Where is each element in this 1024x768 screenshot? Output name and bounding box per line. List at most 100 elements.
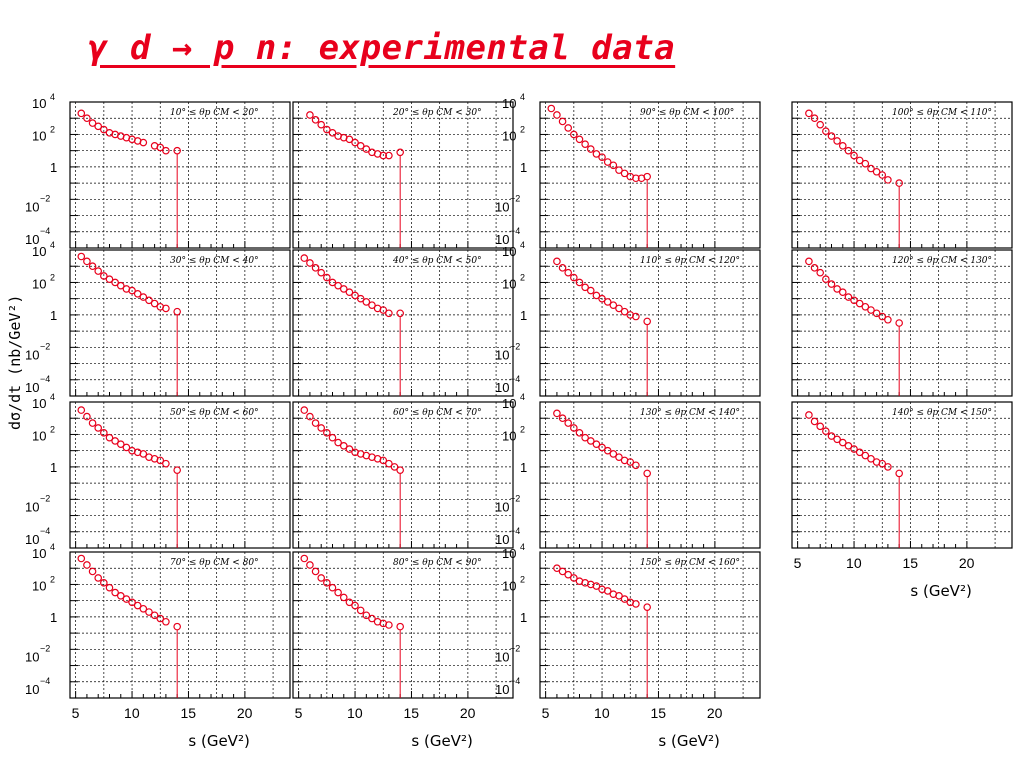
y-tick-exponent: −4: [510, 526, 520, 536]
data-point: [77, 109, 86, 118]
data-point: [570, 574, 578, 582]
y-axis-title: dσ/dt (nb/GeV²): [6, 295, 24, 430]
data-point: [855, 299, 864, 308]
data-point: [810, 417, 819, 426]
data-point: [345, 288, 354, 296]
data-point: [615, 591, 623, 600]
data-point: [390, 463, 399, 471]
data-point: [94, 122, 103, 131]
x-axis-title: s (GeV²): [658, 732, 719, 750]
data-point: [145, 608, 153, 616]
data-point: [306, 561, 314, 569]
y-tick-label: 10: [495, 380, 509, 395]
y-tick-exponent: 2: [520, 574, 525, 584]
data-point: [575, 135, 584, 144]
data-point: [83, 412, 91, 421]
y-tick-label: 10: [32, 128, 46, 143]
data-point: [133, 601, 142, 610]
data-point: [564, 570, 573, 579]
data-point: [884, 176, 892, 184]
data-point: [128, 598, 136, 607]
data-point: [592, 150, 601, 158]
y-tick-exponent: 2: [520, 272, 525, 282]
panel-1: 20° ≤ θp CM < 30°: [292, 101, 514, 249]
data-point: [311, 567, 320, 576]
data-point: [867, 454, 875, 463]
data-point: [139, 138, 148, 147]
data-point: [816, 268, 825, 277]
panel-13: 80° ≤ θp CM < 90°: [292, 551, 514, 699]
y-tick-exponent: −4: [40, 526, 50, 536]
data-point: [575, 278, 584, 287]
y-tick-label: 1: [50, 460, 57, 475]
panel-frame: [292, 249, 514, 397]
data-point: [150, 299, 159, 308]
x-tick-label: 10: [347, 705, 363, 721]
data-point: [362, 298, 371, 306]
data-point: [88, 567, 97, 576]
data-point: [317, 574, 326, 582]
data-point: [139, 450, 148, 458]
panel-frame: [69, 401, 291, 549]
y-tick-label: 10: [25, 499, 39, 514]
data-point: [83, 561, 91, 569]
data-point: [300, 254, 309, 262]
data-point: [94, 424, 103, 432]
data-point: [162, 459, 170, 468]
data-point: [162, 146, 170, 155]
data-point: [105, 433, 114, 442]
data-point: [833, 137, 841, 145]
y-tick-exponent: 4: [50, 542, 55, 552]
panel-11: 140° ≤ θp CM < 150°: [791, 401, 1013, 549]
data-point: [620, 595, 629, 603]
data-point: [878, 459, 887, 468]
data-point: [620, 169, 629, 178]
y-tick-exponent: −4: [510, 226, 520, 236]
y-tick-label: 10: [502, 244, 516, 259]
data-point: [88, 262, 97, 271]
data-point: [592, 440, 601, 448]
data-point: [553, 564, 561, 573]
data-point: [805, 109, 813, 118]
data-point: [592, 291, 601, 300]
data-point: [145, 296, 153, 305]
data-point: [632, 312, 640, 321]
data-point: [861, 302, 870, 311]
y-tick-label: 10: [32, 244, 46, 259]
data-point: [827, 280, 836, 288]
y-tick-label: 10: [502, 578, 516, 593]
y-tick-label: 10: [502, 128, 516, 143]
data-point: [805, 411, 813, 419]
x-tick-label: 5: [542, 705, 550, 721]
data-point: [317, 268, 326, 277]
y-tick-label: 10: [495, 682, 509, 697]
data-point: [884, 315, 892, 324]
y-tick-exponent: 4: [520, 542, 525, 552]
y-tick-label: 10: [502, 276, 516, 291]
panel-label: 80° ≤ θp CM < 90°: [393, 558, 482, 568]
data-point: [379, 151, 388, 160]
panel-7: 120° ≤ θp CM < 130°: [791, 249, 1013, 397]
y-tick-exponent: 4: [50, 240, 55, 250]
x-tick-label: 20: [707, 705, 723, 721]
y-tick-label: 10: [495, 532, 509, 547]
y-tick-label: 10: [502, 546, 516, 561]
y-tick-label: 10: [25, 532, 39, 547]
x-tick-label: 20: [237, 705, 253, 721]
y-tick-exponent: −2: [510, 341, 520, 351]
data-point: [300, 406, 309, 414]
data-point: [603, 158, 612, 166]
data-point: [339, 441, 348, 450]
data-point: [598, 153, 606, 161]
data-point: [311, 116, 320, 124]
data-point: [111, 437, 119, 445]
y-tick-label: 10: [25, 232, 39, 247]
data-point: [385, 621, 393, 629]
x-tick-label: 20: [460, 705, 476, 721]
data-point: [822, 275, 830, 284]
data-point: [586, 145, 595, 153]
y-tick-label: 10: [495, 232, 509, 247]
